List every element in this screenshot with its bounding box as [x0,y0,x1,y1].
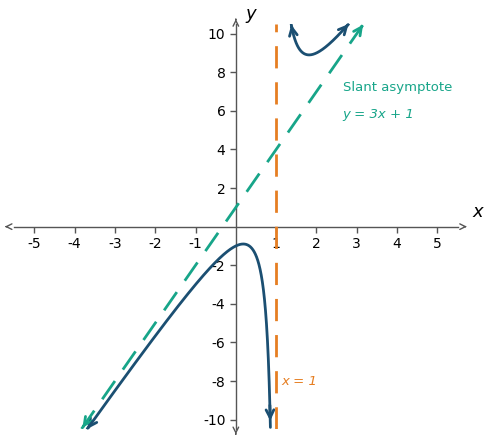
Text: Slant asymptote: Slant asymptote [343,81,452,94]
Text: x = 1: x = 1 [281,374,317,388]
Text: y: y [246,5,257,23]
Text: y = 3x + 1: y = 3x + 1 [343,108,414,121]
Text: x: x [472,203,483,221]
